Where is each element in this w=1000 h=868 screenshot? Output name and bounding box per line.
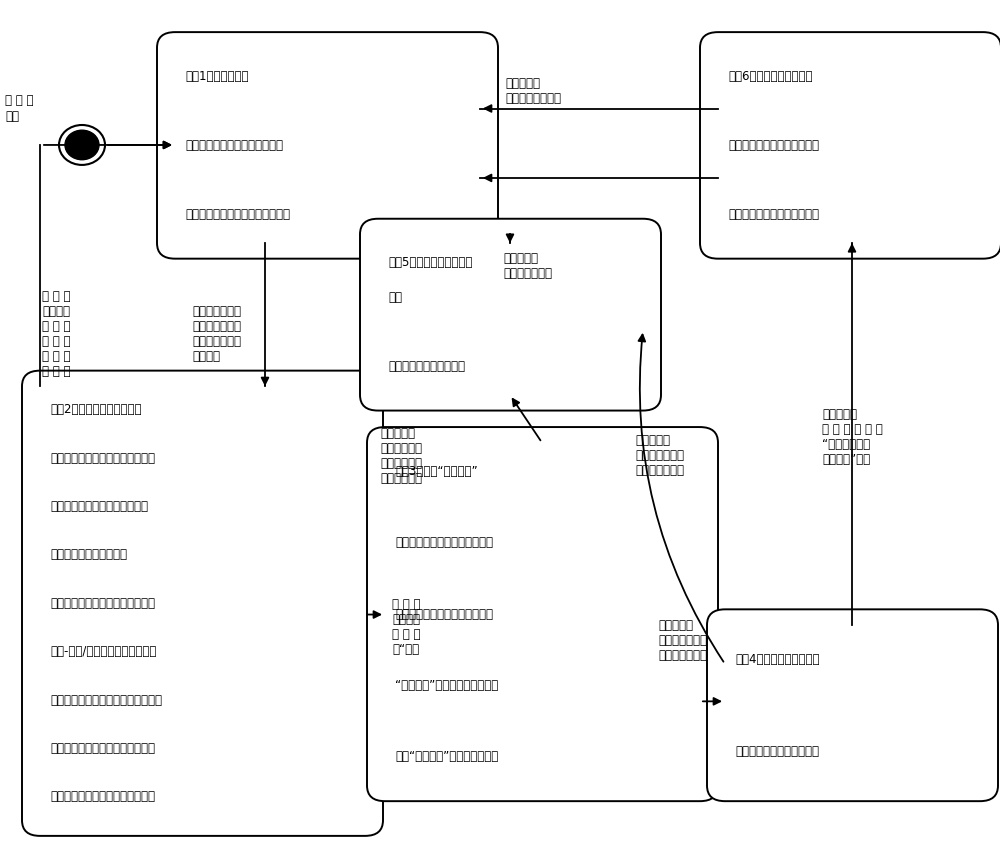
Text: 触发事件：
主飞行器确认收
到所有跟随飞行: 触发事件： 主飞行器确认收 到所有跟随飞行 xyxy=(658,619,707,662)
Text: 主飞行器计算生成自主调度: 主飞行器计算生成自主调度 xyxy=(735,745,819,758)
Text: 通知运营场景中所有跟随飞行器: 通知运营场景中所有跟随飞行器 xyxy=(395,536,493,549)
Text: 触发事件：
主 飞 行 器 广 播
“解锁自主调度
时间窗口”消息: 触发事件： 主 飞 行 器 广 播 “解锁自主调度 时间窗口”消息 xyxy=(822,408,883,465)
FancyBboxPatch shape xyxy=(367,427,718,801)
Text: 锁定其飞行状态信息更新并反馈: 锁定其飞行状态信息更新并反馈 xyxy=(395,608,493,621)
Text: 监视-发送/接收设备获取的运营场: 监视-发送/接收设备获取的运营场 xyxy=(50,645,156,658)
Text: 状刀4：自主调度流程锁定: 状刀4：自主调度流程锁定 xyxy=(735,653,820,666)
Text: 状态信息：例如生成用于存储每个: 状态信息：例如生成用于存储每个 xyxy=(185,208,290,221)
Text: 初始化运营场景内所有飞行器的: 初始化运营场景内所有飞行器的 xyxy=(185,139,283,152)
Text: 记录自主调度流程编号；: 记录自主调度流程编号； xyxy=(50,549,127,562)
Text: 号（该飞行器简称主飞行器）；: 号（该飞行器简称主飞行器）； xyxy=(50,500,148,513)
Text: 状态: 状态 xyxy=(388,291,402,304)
FancyBboxPatch shape xyxy=(22,371,383,836)
Text: 触发事件：
主飞行器没有
在预定时间内
收到所有跟随: 触发事件： 主飞行器没有 在预定时间内 收到所有跟随 xyxy=(380,427,422,484)
Text: 飞行状态信息的时间戳，如有任何: 飞行状态信息的时间戳，如有任何 xyxy=(50,742,155,755)
Text: “锁定确认”消息，跟随飞行器反: “锁定确认”消息，跟随飞行器反 xyxy=(395,679,498,692)
FancyBboxPatch shape xyxy=(360,219,661,411)
Text: 状刀3：等待“锁定确认”: 状刀3：等待“锁定确认” xyxy=(395,465,478,478)
Text: 状刀6：自主调度流程解锁: 状刀6：自主调度流程解锁 xyxy=(728,69,812,82)
Text: 状刀1：全局初始化: 状刀1：全局初始化 xyxy=(185,69,248,82)
Text: 所有跟随飞行器解锁飞行状态: 所有跟随飞行器解锁飞行状态 xyxy=(728,139,819,152)
Text: 记录启动自主调度流程的飞行器编: 记录启动自主调度流程的飞行器编 xyxy=(50,451,155,464)
Text: 触 发 事
件：主飞
行 器 广
播“锁定: 触 发 事 件：主飞 行 器 广 播“锁定 xyxy=(392,598,420,655)
Text: 触发事件：任何
跟随飞行器的飞
行状态信息的时
间戳过期: 触发事件：任何 跟随飞行器的飞 行状态信息的时 间戳过期 xyxy=(192,306,241,363)
Circle shape xyxy=(65,130,99,160)
Text: 主飞行器检验通过广播式自动相关: 主飞行器检验通过广播式自动相关 xyxy=(50,597,155,609)
Text: 触 发 事
件：: 触 发 事 件： xyxy=(5,95,34,122)
Text: 触发事件：
到达设定指令执行: 触发事件： 到达设定指令执行 xyxy=(505,77,561,105)
Text: 触发事件：
到达设定超时时: 触发事件： 到达设定超时时 xyxy=(503,253,552,280)
Text: 状刀5：自主调度流程超时: 状刀5：自主调度流程超时 xyxy=(388,256,472,269)
FancyBboxPatch shape xyxy=(157,32,498,259)
Text: 状刀2：自主调度流程初始化: 状刀2：自主调度流程初始化 xyxy=(50,403,142,416)
Text: 跟随飞行器的飞行状态信息的时间: 跟随飞行器的飞行状态信息的时间 xyxy=(50,791,155,804)
Text: 触 发 事
件：在没
有 其 他
当 前 活
动 的 自
主 调 度: 触 发 事 件：在没 有 其 他 当 前 活 动 的 自 主 调 度 xyxy=(42,290,70,378)
FancyBboxPatch shape xyxy=(707,609,998,801)
Text: 信息更新并执行主飞行器广播: 信息更新并执行主飞行器广播 xyxy=(728,208,819,221)
Text: 馈的“锁定确认”消息中需包含其: 馈的“锁定确认”消息中需包含其 xyxy=(395,750,498,763)
FancyBboxPatch shape xyxy=(700,32,1000,259)
Text: 触发事件：
主飞行器不能在
预定时间内计算: 触发事件： 主飞行器不能在 预定时间内计算 xyxy=(635,434,684,477)
Text: 确认自主调度流程用时超: 确认自主调度流程用时超 xyxy=(388,360,465,373)
Text: 景内其他飞行器（简称跟随飞行器）: 景内其他飞行器（简称跟随飞行器） xyxy=(50,694,162,707)
